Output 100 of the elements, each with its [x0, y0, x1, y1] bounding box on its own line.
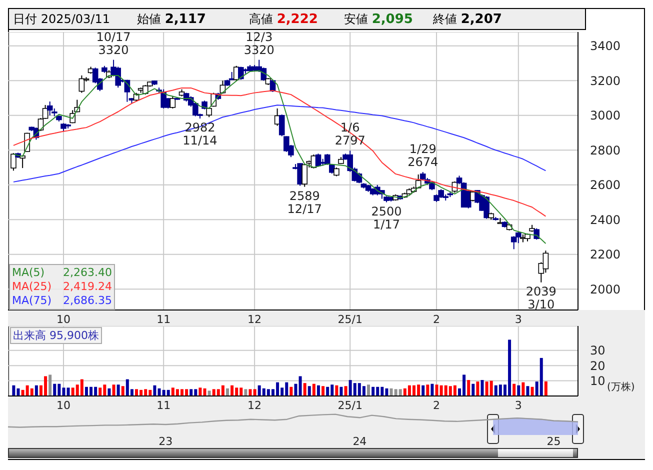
bar: [30, 388, 34, 396]
bar: [112, 384, 116, 396]
x-tick-label: 25/1: [338, 398, 362, 412]
y-tick-label: 3400: [590, 39, 621, 54]
y-tick-label: 30: [590, 344, 606, 358]
bar: [316, 385, 320, 396]
y-tick-label: 20: [590, 358, 606, 373]
line-series: [12, 87, 546, 217]
y-tick-label: 3200: [590, 74, 621, 88]
chart-title: 出来高 95,900株: [10, 327, 102, 344]
x-tick-label: 12: [248, 398, 262, 412]
candlestick: [10, 152, 16, 172]
x-tick-label: 25: [546, 434, 561, 448]
bar: [522, 382, 525, 396]
bar: [544, 381, 548, 396]
text: MA(5): [12, 266, 45, 280]
text: MA(75): [12, 294, 52, 308]
bar: [530, 386, 534, 396]
candlestick: [238, 66, 244, 80]
annotation: 2,263.40: [63, 266, 112, 280]
bar: [367, 384, 370, 396]
bar: [116, 384, 120, 396]
bar: [153, 385, 156, 396]
x-tick-label: 3: [514, 312, 522, 326]
y-axis-title: (万株): [607, 380, 635, 394]
bar: [326, 386, 330, 396]
text: 高値 2,222: [249, 12, 318, 27]
bar: [480, 380, 484, 396]
y-tick-label: 2200: [590, 248, 621, 262]
bar: [244, 389, 248, 396]
bar: [253, 389, 256, 396]
x-tick-label: 3: [514, 398, 522, 412]
x-tick-label: 10: [56, 398, 70, 412]
bar: [166, 390, 170, 396]
bar: [512, 384, 516, 396]
bar: [526, 386, 530, 396]
bar: [12, 385, 16, 396]
x-tick-label: 25/1: [338, 312, 362, 326]
annotation: 1/29 2674: [408, 142, 438, 170]
bar: [398, 389, 402, 396]
bar: [340, 386, 343, 396]
candlestick: [415, 174, 422, 189]
annotation: 2,686.35: [63, 294, 112, 308]
annotation: 2,419.24: [63, 280, 112, 294]
bar: [430, 384, 434, 396]
bar: [80, 379, 84, 396]
text: 終値 2,207: [433, 12, 502, 27]
bar: [453, 385, 456, 396]
bar: [198, 388, 202, 396]
candlestick: [78, 74, 85, 94]
bar: [208, 390, 211, 396]
bar: [135, 389, 138, 396]
bar: [517, 385, 520, 396]
bar: [344, 386, 348, 396]
y-tick-label: 10: [590, 374, 606, 388]
bar: [422, 385, 425, 396]
bar: [248, 389, 252, 396]
y-tick-label: 3000: [590, 108, 621, 123]
bar: [121, 386, 124, 396]
x-tick-label: 2: [433, 398, 440, 412]
bar: [290, 386, 293, 396]
bar: [294, 384, 298, 396]
bar: [230, 385, 234, 396]
line-series: [12, 104, 546, 182]
bar: [362, 386, 366, 396]
bar: [221, 385, 224, 396]
x-tick-label: 12: [248, 312, 262, 326]
x-tick-label: 10: [56, 312, 70, 326]
annotation: 12/3 3320: [244, 30, 274, 57]
x-tick-label: 24: [352, 434, 367, 448]
x-tick-label: 2: [433, 312, 440, 326]
bar: [435, 384, 438, 396]
annotation: 2589 12/17: [287, 188, 322, 216]
annotation: 2039 3/10: [526, 284, 556, 312]
y-tick-label: 2000: [590, 282, 621, 296]
candlestick: [302, 164, 308, 188]
bar: [467, 380, 470, 396]
annotation: 2500 1/17: [371, 204, 402, 232]
bar: [335, 385, 338, 396]
y-tick-label: 2800: [590, 143, 621, 158]
bar: [308, 386, 311, 396]
bar: [490, 380, 493, 396]
bar: [34, 385, 38, 396]
bar: [426, 384, 430, 396]
bar: [476, 382, 480, 396]
bar: [298, 376, 302, 396]
bar: [472, 384, 475, 396]
bar: [108, 388, 111, 396]
text: MA(25): [12, 280, 52, 294]
bar: [98, 388, 102, 396]
bar: [226, 388, 229, 396]
bar: [53, 384, 56, 396]
bar: [312, 384, 316, 396]
y-tick-label: 2600: [590, 178, 621, 192]
bar: [190, 389, 193, 396]
bar: [372, 386, 375, 396]
bar: [540, 358, 543, 396]
text: 始値 2,117: [137, 12, 206, 27]
text: 安値 2,095: [344, 12, 413, 27]
bar: [66, 388, 70, 396]
